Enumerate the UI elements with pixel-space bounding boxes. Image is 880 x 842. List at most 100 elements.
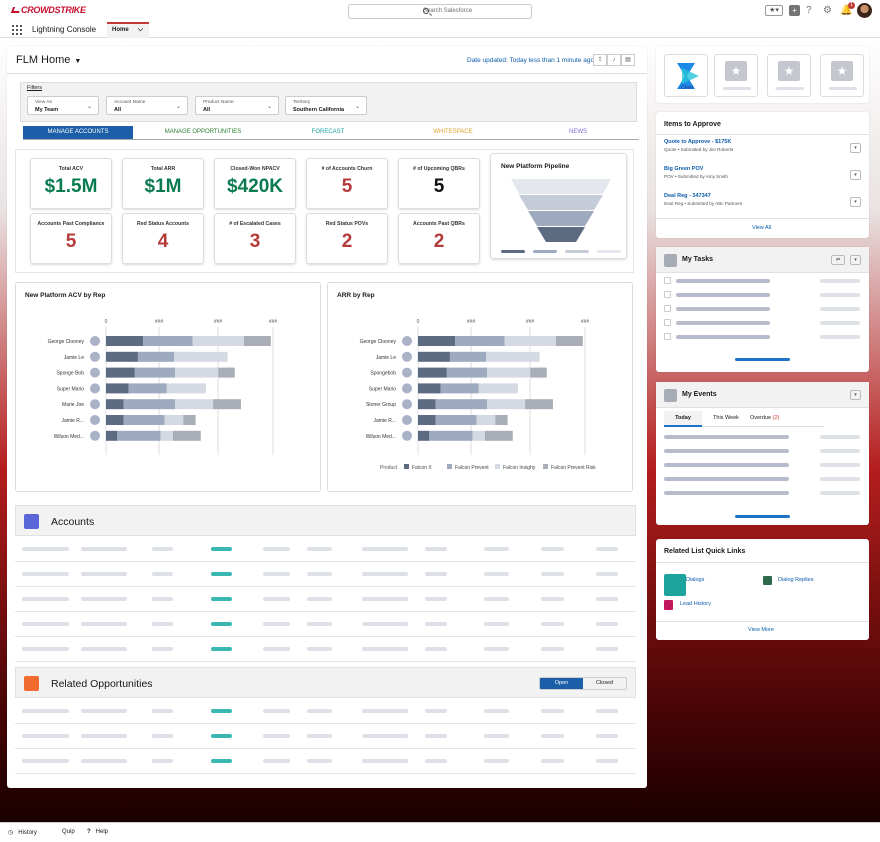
kpi-upcoming-qbrs[interactable]: # of Upcoming QBRs 5	[398, 158, 480, 209]
tab-whitespace[interactable]: WHITESPACE	[433, 129, 473, 135]
app-placeholder[interactable]: ★	[714, 54, 758, 97]
events-view-more[interactable]	[735, 515, 790, 518]
page-title[interactable]: FLM Home ▼	[16, 54, 81, 66]
app-launcher-icon[interactable]	[12, 25, 22, 35]
history-item[interactable]: ◷ History	[8, 829, 37, 837]
placeholder-cell	[22, 647, 69, 651]
table-row[interactable]	[15, 537, 636, 562]
placeholder-cell	[263, 759, 290, 763]
quick-link-dialog-replies[interactable]: Dialog Replies	[778, 577, 814, 583]
quick-link-dialogs[interactable]: Dialogs	[686, 577, 705, 583]
events-header: My Events ▾	[656, 382, 869, 408]
refresh-icon[interactable]: ▤	[621, 54, 635, 66]
table-row[interactable]	[15, 562, 636, 587]
kpi-red-status-accounts[interactable]: Red Status Accounts 4	[122, 213, 204, 264]
closed-toggle[interactable]: Closed	[595, 680, 614, 686]
kpi-past-compliance[interactable]: Accounts Past Compliance 5	[30, 213, 112, 264]
table-row[interactable]	[15, 699, 636, 724]
tab-manage-accounts[interactable]: MANAGE ACCOUNTS	[23, 126, 133, 139]
kpi-total-arr[interactable]: Total ARR $1M	[122, 158, 204, 209]
bar-segment	[449, 351, 486, 362]
events-tab-overdue[interactable]: Overdue (2)	[750, 411, 779, 425]
favorites-button[interactable]: ★▾	[765, 5, 783, 16]
task-checkbox[interactable]	[664, 305, 671, 312]
events-tab-this-week[interactable]: This Week	[713, 415, 739, 421]
tab-manage-opportunities[interactable]: MANAGE OPPORTUNITIES	[164, 129, 242, 135]
filter-value: All	[114, 107, 122, 113]
approve-item-menu[interactable]: ▾	[850, 197, 861, 207]
filter-product-name[interactable]: Product Name All ⌄	[195, 96, 279, 115]
placeholder-line	[820, 293, 860, 297]
app-placeholder[interactable]: ★	[767, 54, 811, 97]
app-placeholder[interactable]: ★	[820, 54, 864, 97]
global-search[interactable]: Search Salesforce	[348, 4, 532, 19]
tick-label: 0	[105, 319, 108, 325]
help-item[interactable]: ? Help	[87, 829, 108, 835]
events-menu-button[interactable]: ▾	[850, 390, 861, 400]
table-row[interactable]	[15, 724, 636, 749]
bar-segment	[418, 399, 436, 410]
table-row[interactable]	[15, 587, 636, 612]
kpi-title: Accounts Past Compliance	[37, 221, 105, 227]
approve-item-link[interactable]: Quote to Approve - $175K	[664, 139, 732, 145]
kpi-accounts-churn[interactable]: # of Accounts Churn 5	[306, 158, 388, 209]
task-checkbox[interactable]	[664, 319, 671, 326]
crowdstrike-logo[interactable]: CROWDSTRIKE	[10, 5, 86, 15]
table-row[interactable]	[15, 749, 636, 774]
view-all-link[interactable]: View All	[752, 225, 772, 231]
pipeline-funnel-card[interactable]: New Platform Pipeline	[490, 153, 627, 259]
filter-view-as[interactable]: View As My Team ⌄	[27, 96, 99, 115]
view-more-link[interactable]: View More	[748, 627, 774, 633]
placeholder-cell	[484, 622, 509, 626]
add-icon[interactable]: +	[789, 5, 800, 16]
placeholder-cell	[425, 547, 447, 551]
approve-item-menu[interactable]: ▾	[850, 170, 861, 180]
filter-territory[interactable]: Territory Southern California ⌄	[285, 96, 367, 115]
kpi-value: 5	[65, 231, 77, 252]
tab-forecast[interactable]: FORECAST	[311, 129, 345, 135]
subscribe-bell-icon[interactable]: ♪	[607, 54, 621, 66]
open-toggle[interactable]: Open	[540, 678, 583, 689]
task-checkbox[interactable]	[664, 291, 671, 298]
bar-segment	[173, 351, 228, 362]
table-row[interactable]	[15, 637, 636, 662]
setup-gear-icon[interactable]: ⚙	[823, 5, 832, 16]
kpi-red-status-povs[interactable]: Red Status POVs 2	[306, 213, 388, 264]
help-icon[interactable]: ?	[806, 5, 812, 16]
tasks-view-more[interactable]	[735, 358, 790, 361]
table-row[interactable]	[15, 612, 636, 637]
user-avatar[interactable]	[857, 3, 872, 18]
bar-segment	[478, 383, 518, 394]
approve-item-link[interactable]: Big Green POV	[664, 166, 704, 172]
quick-link-lead-history[interactable]: Lead History	[680, 601, 711, 607]
bar-segment	[106, 415, 124, 425]
kpi-title: # of Accounts Churn	[321, 166, 373, 172]
caret-down-icon[interactable]: ▼	[74, 58, 82, 65]
task-checkbox[interactable]	[664, 277, 671, 284]
bar-segment	[504, 336, 557, 346]
kpi-total-acv[interactable]: Total ACV $1.5M	[30, 158, 112, 209]
kpi-escalated-cases[interactable]: # of Escalated Cases 3	[214, 213, 296, 264]
overdue-count: (2)	[772, 415, 780, 421]
tab-news[interactable]: NEWS	[569, 129, 587, 135]
kpi-section: Total ACV $1.5M Total ARR $1M Closed-Won N…	[15, 149, 634, 273]
share-icon[interactable]: ⇪	[593, 54, 607, 66]
task-checkbox[interactable]	[664, 333, 671, 340]
kpi-past-qbrs[interactable]: Accounts Past QBRs 2	[398, 213, 480, 264]
clari-app[interactable]: Clari	[664, 54, 708, 97]
tab-home[interactable]: Home ⌵	[107, 22, 149, 38]
approve-item-menu[interactable]: ▾	[850, 143, 861, 153]
events-tab-today[interactable]: Today	[664, 411, 702, 427]
chevron-down-icon[interactable]: ⌵	[137, 26, 143, 33]
clock-icon: ◷	[8, 830, 14, 836]
kpi-title: Closed-Won NPACV	[230, 166, 280, 172]
tasks-filter-button[interactable]: ⇄	[831, 255, 845, 265]
approve-item-link[interactable]: Deal Reg - 347347	[664, 193, 711, 199]
bar-segment	[106, 399, 124, 410]
kpi-closed-won[interactable]: Closed-Won NPACV $420K	[214, 158, 296, 209]
kpi-title: Accounts Past QBRs	[413, 221, 465, 227]
tasks-menu-button[interactable]: ▾	[850, 255, 861, 265]
notifications-bell-icon[interactable]: 🔔 1	[840, 2, 855, 16]
quip-item[interactable]: Quip	[62, 829, 75, 835]
filter-account-name[interactable]: Account Name All ⌄	[106, 96, 188, 115]
